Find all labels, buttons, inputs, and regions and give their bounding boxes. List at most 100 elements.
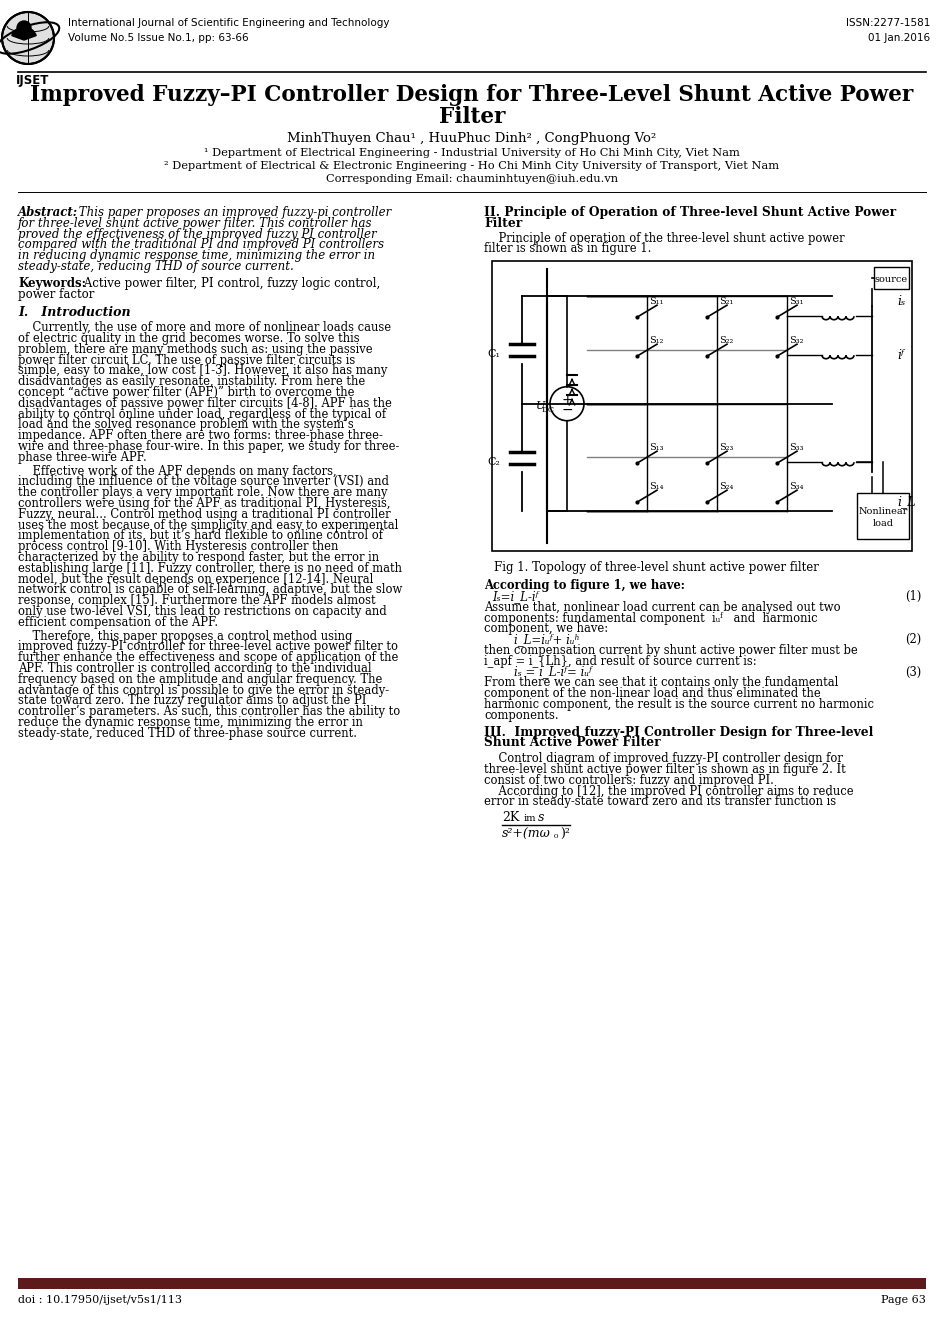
Text: ² Department of Electrical & Electronic Engineering - Ho Chi Minh City Universit: ² Department of Electrical & Electronic …: [164, 161, 780, 171]
Text: S₁₁: S₁₁: [649, 297, 664, 307]
Text: Fuzzy, neural... Control method using a traditional PI controller: Fuzzy, neural... Control method using a …: [18, 508, 391, 521]
Text: S₂₁: S₂₁: [719, 297, 733, 307]
Bar: [857, 493, 909, 540]
Text: components.: components.: [484, 709, 559, 721]
Text: further enhance the effectiveness and scope of application of the: further enhance the effectiveness and sc…: [18, 652, 398, 664]
Text: S₁₄: S₁₄: [649, 483, 664, 491]
Text: S₁₃: S₁₃: [649, 443, 664, 452]
Text: Therefore, this paper proposes a control method using: Therefore, this paper proposes a control…: [18, 629, 352, 643]
Text: in reducing dynamic response time, minimizing the error in: in reducing dynamic response time, minim…: [18, 249, 375, 263]
Text: reduce the dynamic response time, minimizing the error in: reduce the dynamic response time, minimi…: [18, 716, 362, 729]
Text: Filter: Filter: [484, 217, 522, 229]
Text: From there we can see that it contains only the fundamental: From there we can see that it contains o…: [484, 676, 838, 689]
Text: model, but the result depends on experience [12-14]. Neural: model, but the result depends on experie…: [18, 573, 374, 585]
Text: ₀: ₀: [554, 830, 558, 840]
Text: ability to control online under load, regardless of the typical of: ability to control online under load, re…: [18, 408, 386, 421]
Text: for three-level shunt active power filter. This controller has: for three-level shunt active power filte…: [18, 217, 373, 229]
Text: I.   Introduction: I. Introduction: [18, 307, 130, 320]
Text: including the influence of the voltage source inverter (VSI) and: including the influence of the voltage s…: [18, 476, 389, 488]
Text: MinhThuyen Chau¹ , HuuPhuc Dinh² , CongPhuong Vo²: MinhThuyen Chau¹ , HuuPhuc Dinh² , CongP…: [287, 132, 657, 145]
Text: S₃₃: S₃₃: [789, 443, 803, 452]
Text: iᶠ: iᶠ: [897, 349, 903, 361]
Text: error in steady-state toward zero and its transfer function is: error in steady-state toward zero and it…: [484, 796, 836, 808]
Text: wire and three-phase four-wire. In this paper, we study for three-: wire and three-phase four-wire. In this …: [18, 440, 399, 453]
Text: controller’s parameters. As such, this controller has the ability to: controller’s parameters. As such, this c…: [18, 705, 400, 718]
Text: power factor: power factor: [18, 288, 94, 301]
Text: process control [9-10]. With Hysteresis controller then: process control [9-10]. With Hysteresis …: [18, 540, 338, 553]
Text: component of the non-linear load and thus eliminated the: component of the non-linear load and thu…: [484, 688, 820, 700]
Text: load: load: [872, 519, 894, 528]
Text: establishing large [11]. Fuzzy controller, there is no need of math: establishing large [11]. Fuzzy controlle…: [18, 561, 402, 575]
Text: problem, there are many methods such as: using the passive: problem, there are many methods such as:…: [18, 343, 373, 356]
Text: S₃₂: S₃₂: [789, 336, 803, 345]
Text: IJSET: IJSET: [16, 75, 49, 87]
Text: components: fundamental component  iᵤᶠ   and  harmonic: components: fundamental component iᵤᶠ an…: [484, 612, 818, 625]
Text: C₂: C₂: [487, 457, 500, 467]
Text: efficient compensation of the APF.: efficient compensation of the APF.: [18, 616, 218, 629]
Text: uses the most because of the simplicity and easy to experimental: uses the most because of the simplicity …: [18, 519, 398, 532]
Text: Fig 1. Topology of three-level shunt active power filter: Fig 1. Topology of three-level shunt act…: [494, 561, 818, 575]
Text: filter is shown as in figure 1.: filter is shown as in figure 1.: [484, 243, 651, 256]
Text: Shunt Active Power Filter: Shunt Active Power Filter: [484, 736, 661, 749]
Text: improved fuzzy-PI controller for three-level active power filter to: improved fuzzy-PI controller for three-l…: [18, 640, 398, 653]
Text: Nonlinear: Nonlinear: [858, 507, 908, 516]
Text: (3): (3): [904, 665, 921, 678]
Text: implementation of its, but it’s hard flexible to online control of: implementation of its, but it’s hard fle…: [18, 529, 383, 543]
Text: DC: DC: [542, 405, 555, 413]
Text: Keywords:: Keywords:: [18, 277, 86, 289]
Text: Abstract:: Abstract:: [18, 207, 78, 219]
Text: Improved Fuzzy–PI Controller Design for Three-Level Shunt Active Power: Improved Fuzzy–PI Controller Design for …: [30, 84, 914, 107]
Text: source: source: [874, 275, 907, 284]
Text: then compensation current by shunt active power filter must be: then compensation current by shunt activ…: [484, 644, 858, 657]
Text: Filter: Filter: [439, 107, 505, 128]
Text: consist of two controllers: fuzzy and improved PI.: consist of two controllers: fuzzy and im…: [484, 773, 774, 786]
Bar: [492, 261, 912, 552]
Text: According to figure 1, we have:: According to figure 1, we have:: [484, 580, 685, 592]
Text: S₂₂: S₂₂: [719, 336, 733, 345]
Text: According to [12], the improved PI controller aims to reduce: According to [12], the improved PI contr…: [484, 785, 853, 797]
Text: network control is capable of self-learning, adaptive, but the slow: network control is capable of self-learn…: [18, 584, 402, 596]
Text: steady-state, reducing THD of source current.: steady-state, reducing THD of source cur…: [18, 260, 294, 273]
Bar: [18, 1278, 926, 1289]
Text: Control diagram of improved fuzzy-PI controller design for: Control diagram of improved fuzzy-PI con…: [484, 752, 843, 765]
Text: S₃₁: S₃₁: [789, 297, 803, 307]
Text: APF. This controller is controlled according to the individual: APF. This controller is controlled accor…: [18, 663, 372, 674]
Text: Iₛ=i_L-iᶠ: Iₛ=i_L-iᶠ: [492, 591, 538, 603]
Text: S₃₄: S₃₄: [789, 483, 803, 491]
Text: (2): (2): [904, 633, 921, 647]
Text: only use two-level VSI, this lead to restrictions on capacity and: only use two-level VSI, this lead to res…: [18, 605, 387, 619]
Text: ISSN:2277-1581: ISSN:2277-1581: [846, 19, 930, 28]
Text: power filter circuit LC. The use of passive filter circuits is: power filter circuit LC. The use of pass…: [18, 353, 355, 367]
Text: Effective work of the APF depends on many factors,: Effective work of the APF depends on man…: [18, 465, 337, 477]
Text: Principle of operation of the three-level shunt active power: Principle of operation of the three-leve…: [484, 232, 845, 244]
Text: im: im: [524, 814, 536, 824]
Text: This paper proposes an improved fuzzy-pi controller: This paper proposes an improved fuzzy-pi…: [75, 207, 391, 219]
Text: harmonic component, the result is the source current no harmonic: harmonic component, the result is the so…: [484, 698, 874, 710]
Text: impedance. APF often there are two forms: three-phase three-: impedance. APF often there are two forms…: [18, 429, 383, 443]
Text: state toward zero. The fuzzy regulator aims to adjust the PI: state toward zero. The fuzzy regulator a…: [18, 694, 366, 708]
Text: III.  Improved fuzzy-PI Controller Design for Three-level: III. Improved fuzzy-PI Controller Design…: [484, 725, 873, 738]
Text: frequency based on the amplitude and angular frequency. The: frequency based on the amplitude and ang…: [18, 673, 382, 685]
Text: Active power filter, PI control, fuzzy logic control,: Active power filter, PI control, fuzzy l…: [80, 277, 380, 289]
Circle shape: [17, 21, 31, 35]
Text: proved the effectiveness of the improved fuzzy PI controller: proved the effectiveness of the improved…: [18, 228, 377, 240]
Text: i_apf = i_{Lh}, and result of source current is:: i_apf = i_{Lh}, and result of source cur…: [484, 655, 757, 668]
Text: C₁: C₁: [487, 349, 500, 359]
Text: S₁₂: S₁₂: [649, 336, 664, 345]
Text: Page 63: Page 63: [881, 1294, 926, 1305]
Text: simple, easy to make, low cost [1-3]. However, it also has many: simple, easy to make, low cost [1-3]. Ho…: [18, 364, 387, 377]
Text: i_L=iᵤᶠ+ iᵤʰ: i_L=iᵤᶠ+ iᵤʰ: [514, 633, 580, 647]
Text: iₛ = i_L-iᶠ= iᵤᶠ: iₛ = i_L-iᶠ= iᵤᶠ: [514, 665, 592, 678]
Text: (1): (1): [904, 591, 921, 603]
Text: doi : 10.17950/ijset/v5s1/113: doi : 10.17950/ijset/v5s1/113: [18, 1294, 182, 1305]
Text: −: −: [561, 403, 573, 417]
Text: Corresponding Email: chauminhtuyen@iuh.edu.vn: Corresponding Email: chauminhtuyen@iuh.e…: [326, 175, 618, 184]
Text: disadvantages of passive power filter circuits [4-8]. APF has the: disadvantages of passive power filter ci…: [18, 397, 392, 409]
Text: concept “active power filter (APF)” birth to overcome the: concept “active power filter (APF)” birt…: [18, 387, 355, 399]
Text: Currently, the use of more and more of nonlinear loads cause: Currently, the use of more and more of n…: [18, 321, 391, 335]
Text: 01 Jan.2016: 01 Jan.2016: [868, 33, 930, 43]
Circle shape: [2, 12, 54, 64]
Bar: [874, 267, 909, 289]
Text: International Journal of Scientific Engineering and Technology: International Journal of Scientific Engi…: [68, 19, 390, 28]
Wedge shape: [11, 27, 36, 40]
